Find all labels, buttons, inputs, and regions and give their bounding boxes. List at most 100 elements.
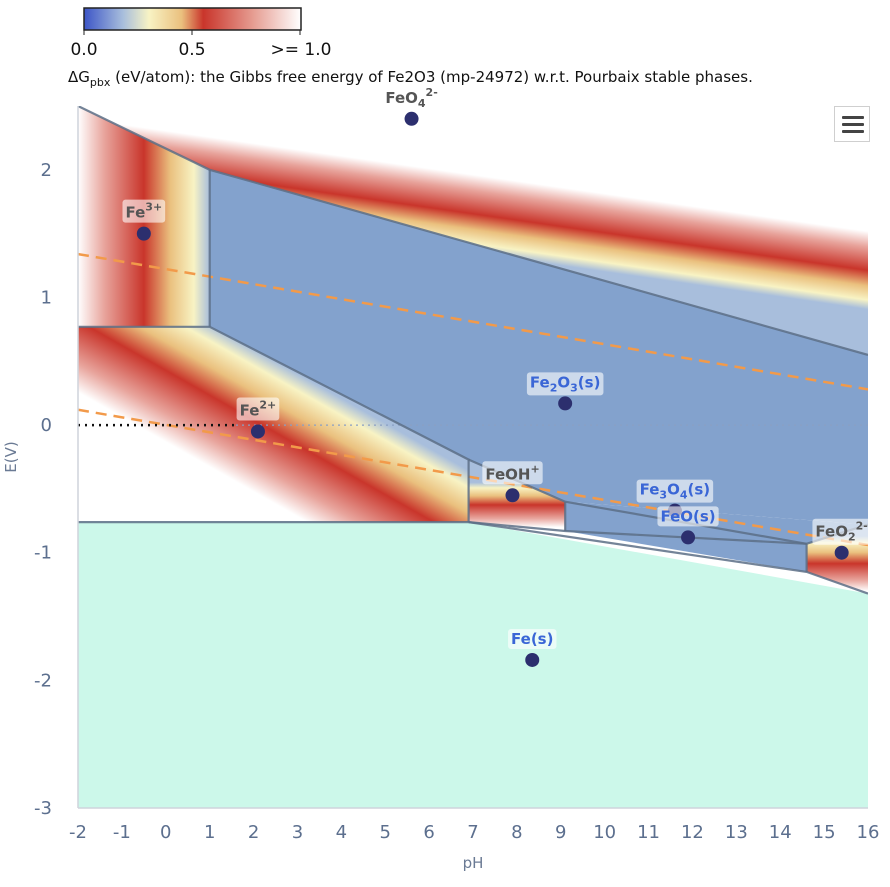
marker-feo4-2 xyxy=(404,111,419,126)
y-axis-title: E(V) xyxy=(2,441,20,472)
caption-subscript: pbx xyxy=(90,76,111,89)
label-base: FeO xyxy=(385,89,418,107)
marker-fe2 xyxy=(250,424,265,439)
menu-bar-1 xyxy=(842,116,864,119)
y-tick-label: 2 xyxy=(41,160,52,181)
x-axis-title: pH xyxy=(463,854,484,872)
label-base: Fe xyxy=(640,481,660,499)
x-tick-label: 14 xyxy=(769,822,792,843)
label-superscript: 2- xyxy=(426,86,438,99)
x-tick-label: 0 xyxy=(160,822,171,843)
label-base: FeOH xyxy=(485,465,530,483)
label-base: FeO xyxy=(815,523,848,541)
label-fe2: Fe2+ xyxy=(240,398,277,419)
label-feoh: FeOH+ xyxy=(485,462,539,483)
label-rest: O xyxy=(557,373,570,391)
label-tail: (s) xyxy=(688,481,711,499)
label-base: Fe(s) xyxy=(511,630,553,648)
domain-labels: Fe3+FeO42-Fe2O3(s)Fe2+FeOH+Fe3O4(s)FeO(s… xyxy=(122,84,871,667)
x-tick-label: 3 xyxy=(292,822,303,843)
x-tick-label: 11 xyxy=(637,822,660,843)
caption-delta-g: ΔG xyxy=(68,68,90,86)
label-background xyxy=(122,199,166,223)
label-superscript: + xyxy=(530,462,539,475)
boundary-line-6 xyxy=(468,521,807,545)
marker-fe2o3-s xyxy=(558,396,573,411)
label-background xyxy=(382,84,441,111)
colorbar-caption: ΔGpbx (eV/atom): the Gibbs free energy o… xyxy=(68,68,753,89)
label-subscript: 3 xyxy=(570,381,578,394)
label-base: Fe xyxy=(240,401,260,419)
x-tick-labels: -2 -1 0 1 2 3 4 5 6 7 8 9 10 11 12 13 14 15 16 xyxy=(69,822,879,843)
y-tick-label: 1 xyxy=(41,287,52,308)
label-superscript: 2- xyxy=(856,520,868,533)
label-background xyxy=(812,518,871,545)
x-tick-label: 13 xyxy=(725,822,748,843)
colorbar-tick-0: 0.0 xyxy=(70,40,97,60)
x-tick-label: 16 xyxy=(857,822,880,843)
label-background xyxy=(657,506,719,527)
label-subscript: 4 xyxy=(418,97,426,110)
boundary-line-3 xyxy=(78,520,868,595)
y-tick-label: 0 xyxy=(41,415,52,436)
x-tick-label: 10 xyxy=(593,822,616,843)
label-fe2o3-s: Fe2O3(s) xyxy=(530,373,601,394)
label-base: FeO(s) xyxy=(660,507,715,525)
boundary-line-2 xyxy=(78,325,470,523)
marker-fe3 xyxy=(136,226,151,241)
marker-feo-s xyxy=(681,530,696,545)
x-tick-label: 8 xyxy=(511,822,522,843)
label-feo-s: FeO(s) xyxy=(660,507,715,525)
label-fe3o4-s: Fe3O4(s) xyxy=(640,481,711,502)
menu-icon[interactable] xyxy=(834,106,870,142)
x-tick-label: 12 xyxy=(681,822,704,843)
x-tick-label: 2 xyxy=(248,822,259,843)
y-tick-label: -2 xyxy=(34,670,52,691)
label-background xyxy=(236,397,280,421)
label-subscript: 2 xyxy=(848,531,856,544)
label-background xyxy=(636,479,714,503)
label-feo4-2: FeO42- xyxy=(385,86,437,110)
heat-band-feo4 xyxy=(78,106,868,355)
x-tick-label: 6 xyxy=(423,822,434,843)
menu-bar-2 xyxy=(842,123,864,126)
label-background xyxy=(526,372,604,396)
label-background xyxy=(508,628,557,649)
label-tail: (s) xyxy=(578,373,601,391)
label-base: Fe xyxy=(530,373,550,391)
domain-boundaries xyxy=(78,106,868,595)
x-tick-label: 7 xyxy=(467,822,478,843)
label-base: Fe xyxy=(125,204,145,222)
region-fe2o3s xyxy=(209,169,868,525)
label-subscript: 2 xyxy=(550,381,558,394)
marker-feo2-2 xyxy=(834,545,849,560)
label-fe3: Fe3+ xyxy=(125,201,162,222)
plot-area xyxy=(78,106,868,808)
label-background xyxy=(482,461,543,485)
menu-bar-3 xyxy=(842,130,864,133)
x-tick-label: 9 xyxy=(555,822,566,843)
water-line-1 xyxy=(78,408,868,547)
x-tick-label: 1 xyxy=(204,822,215,843)
marker-fe-s xyxy=(525,652,540,667)
caption-text: (eV/atom): the Gibbs free energy of Fe2O… xyxy=(110,68,752,86)
label-subscript: 3 xyxy=(659,489,667,502)
x-tick-label: 15 xyxy=(813,822,836,843)
y-tick-label: -1 xyxy=(34,543,52,564)
y-tick-label: -3 xyxy=(34,798,52,819)
label-subscript: 4 xyxy=(680,489,688,502)
marker-feoh xyxy=(505,488,520,503)
label-rest: O xyxy=(667,481,680,499)
region-fe-metal xyxy=(78,522,868,808)
label-superscript: 3+ xyxy=(145,201,162,214)
x-tick-label: -2 xyxy=(69,822,87,843)
colorbar: 0.0 0.5 >= 1.0 ΔGpbx (eV/atom): the Gibb… xyxy=(68,7,753,89)
label-feo2-2: FeO22- xyxy=(815,520,867,544)
x-tick-label: 4 xyxy=(336,822,347,843)
colorbar-scale xyxy=(83,7,302,31)
x-tick-label: 5 xyxy=(379,822,390,843)
label-fe-s: Fe(s) xyxy=(511,630,553,648)
colorbar-tick-max: >= 1.0 xyxy=(271,40,332,60)
